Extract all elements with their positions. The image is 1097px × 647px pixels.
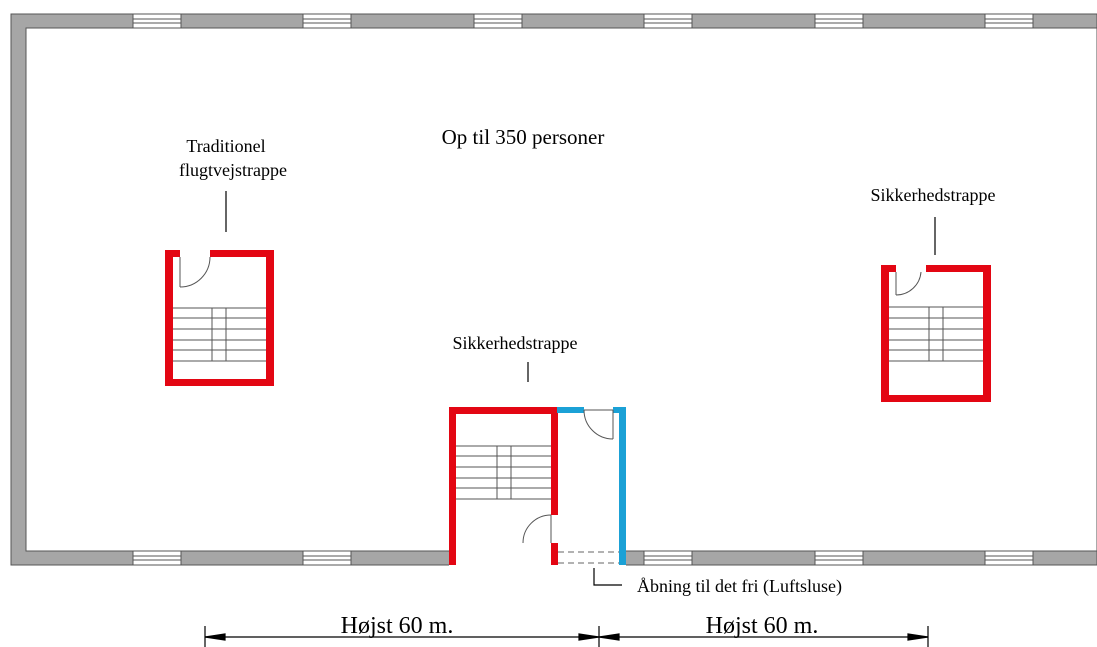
door-icon	[522, 514, 552, 544]
windows-bottom	[132, 550, 1034, 566]
door-icon	[179, 256, 211, 288]
window	[302, 13, 352, 29]
traditional-stair-left	[165, 191, 274, 386]
window	[643, 13, 693, 29]
airlock-walls	[557, 407, 626, 565]
security-stair-right-label: Sikkerhedstrappe	[871, 185, 996, 205]
airlock-leader-line	[593, 568, 622, 586]
window	[984, 13, 1034, 29]
window	[132, 13, 182, 29]
security-stair-right	[881, 217, 991, 402]
building-outer-wall	[10, 13, 1097, 566]
wall-opening	[449, 550, 626, 566]
distance-right-label: Højst 60 m.	[706, 613, 819, 639]
door-icon	[895, 271, 922, 296]
stair-treads	[889, 306, 983, 362]
window	[132, 550, 182, 566]
window	[302, 550, 352, 566]
door-icon	[583, 409, 614, 440]
window	[643, 550, 693, 566]
security-stair-center	[449, 362, 626, 586]
window	[814, 550, 864, 566]
window	[984, 550, 1034, 566]
window	[473, 13, 523, 29]
windows-top	[132, 13, 1034, 29]
traditional-stair-label-line1: Traditionel	[186, 136, 265, 156]
traditional-stair-label-line2: flugtvejstrappe	[179, 160, 287, 180]
dimension-line	[204, 626, 929, 647]
distance-left-label: Højst 60 m.	[341, 613, 454, 639]
security-stair-center-label: Sikkerhedstrappe	[453, 333, 578, 353]
airlock-label: Åbning til det fri (Luftsluse)	[637, 576, 842, 597]
occupancy-label: Op til 350 personer	[442, 125, 605, 149]
airlock-opening	[558, 551, 619, 564]
stair-treads	[456, 445, 551, 500]
stair-treads	[173, 307, 266, 362]
window	[814, 13, 864, 29]
